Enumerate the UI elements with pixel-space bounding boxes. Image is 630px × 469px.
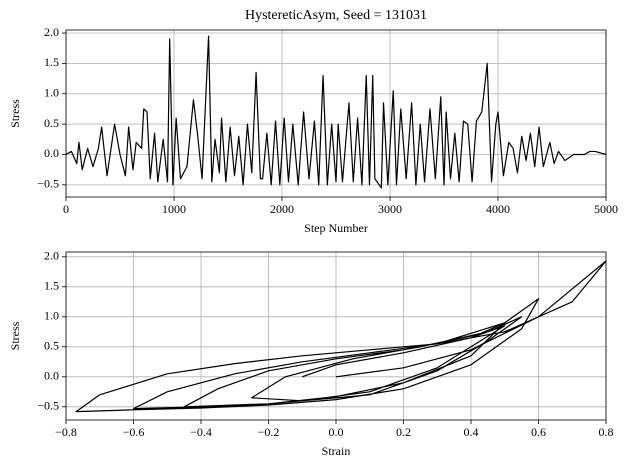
y-tick-label: 0.0	[44, 146, 59, 160]
x-axis-label: Step Number	[304, 221, 368, 235]
y-tick-label: 0.5	[44, 339, 59, 353]
y-tick-label: 1.0	[44, 86, 59, 100]
y-tick-label: 0.5	[44, 116, 59, 130]
x-tick-label: 5000	[594, 202, 618, 216]
chart-title: HystereticAsym, Seed = 131031	[245, 8, 427, 23]
y-axis-label: Stress	[8, 99, 22, 128]
y-tick-label: −0.5	[37, 399, 59, 413]
y-tick-label: 2.0	[44, 249, 59, 263]
y-tick-label: 1.5	[44, 279, 59, 293]
y-axis-label: Stress	[8, 321, 22, 350]
axes-frame	[65, 29, 607, 198]
x-tick-label: 0.2	[396, 425, 411, 439]
y-tick-label: −0.5	[37, 177, 59, 191]
y-tick-label: 1.0	[44, 309, 59, 323]
axes-frame	[65, 251, 607, 421]
x-tick-label: 3000	[378, 202, 402, 216]
x-tick-label: 2000	[270, 202, 294, 216]
x-tick-label: 0.8	[599, 425, 614, 439]
x-tick-label: 0.4	[464, 425, 479, 439]
data-line	[75, 260, 607, 413]
x-tick-label: −0.2	[258, 425, 280, 439]
x-tick-label: −0.4	[190, 425, 212, 439]
x-tick-label: 1000	[162, 202, 186, 216]
x-tick-label: 0	[63, 202, 69, 216]
x-tick-label: 0.0	[329, 425, 344, 439]
y-tick-label: 1.5	[44, 55, 59, 69]
y-tick-label: 0.0	[44, 369, 59, 383]
x-tick-label: 0.6	[531, 425, 546, 439]
x-tick-label: −0.8	[55, 425, 77, 439]
x-axis-label: Strain	[322, 444, 351, 458]
y-tick-label: 2.0	[44, 25, 59, 39]
x-tick-label: −0.6	[123, 425, 145, 439]
x-tick-label: 4000	[486, 202, 510, 216]
data-line	[65, 35, 607, 189]
